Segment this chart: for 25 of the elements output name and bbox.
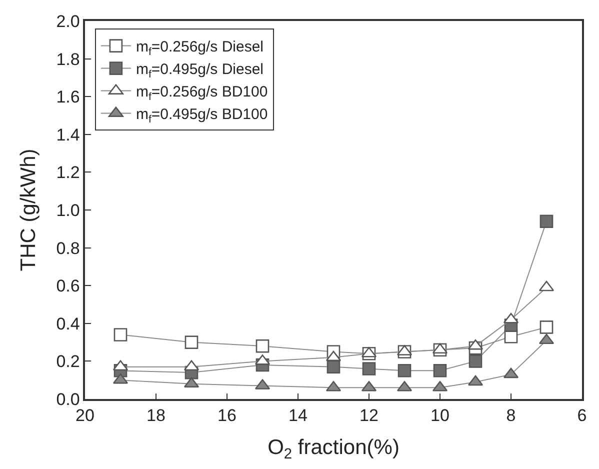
x-tick-label: 12 <box>360 406 378 426</box>
x-tick-label: 8 <box>506 406 516 426</box>
legend-label: m$_{f}$=0.256g/s Diesel <box>136 38 264 58</box>
y-tick-label: 0.0 <box>56 390 80 409</box>
x-tick-label: 20 <box>76 406 94 426</box>
legend-label: m$_{f}$=0.495g/s Diesel <box>136 61 264 80</box>
legend-label: m$_{f}$=0.256g/s BD100 <box>136 84 268 103</box>
y-tick-label: 1.4 <box>56 125 80 144</box>
x-tick-label: 14 <box>288 406 308 426</box>
y-tick-label: 1.6 <box>56 88 80 107</box>
legend-label: m$_{f}$=0.495g/s BD100 <box>136 106 268 126</box>
y-tick-label: 0.8 <box>56 238 80 258</box>
y-tick-label: 0.6 <box>56 276 80 296</box>
y-tick-label: 2.0 <box>56 12 80 31</box>
y-tick-label: 1.0 <box>56 200 80 220</box>
x-tick-label: 6 <box>577 406 587 426</box>
x-axis-title: O$_{2}$ fraction(%) <box>268 436 400 462</box>
x-tick-label: 18 <box>146 406 166 426</box>
y-tick-label: 0.2 <box>56 352 80 372</box>
y-tick-label: 0.4 <box>56 314 80 334</box>
x-tick-label: 10 <box>430 406 450 426</box>
y-tick-label: 1.2 <box>56 163 80 182</box>
x-tick-label: 16 <box>218 406 236 426</box>
y-axis-title: THC (g/kWh) <box>16 148 40 272</box>
y-tick-label: 1.8 <box>56 50 80 69</box>
